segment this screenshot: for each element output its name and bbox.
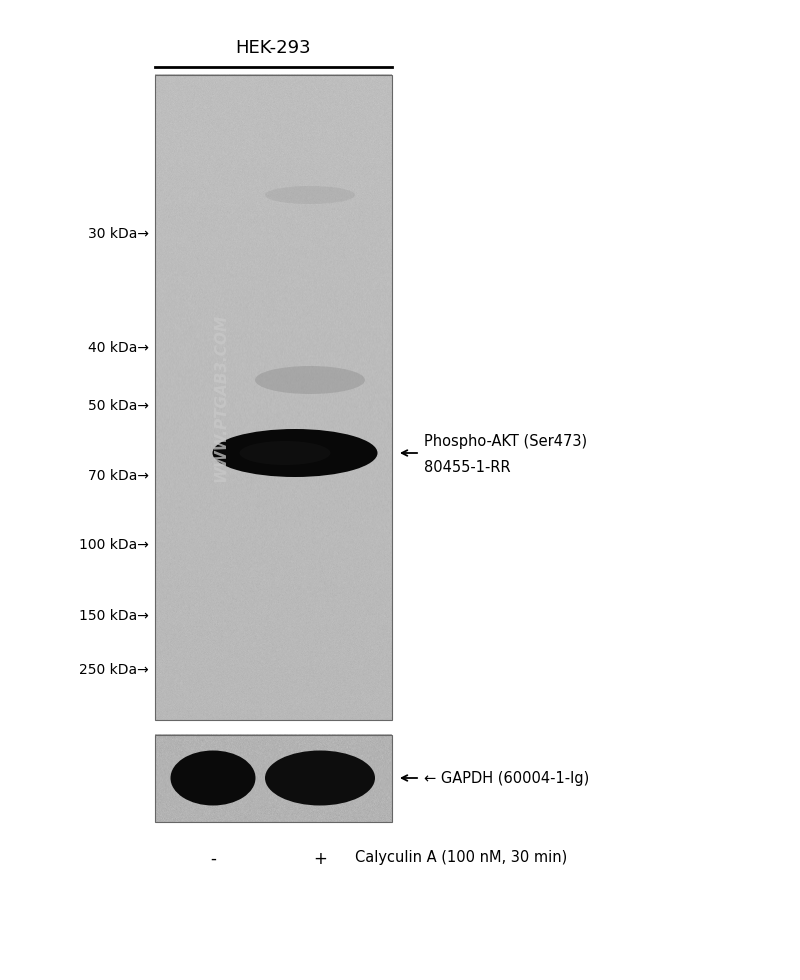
Text: HEK-293: HEK-293	[236, 39, 311, 57]
Ellipse shape	[213, 429, 378, 477]
Ellipse shape	[265, 751, 375, 806]
Ellipse shape	[255, 366, 365, 394]
Bar	[155, 75, 392, 720]
Text: -: -	[210, 850, 216, 868]
Text: 100 kDa→: 100 kDa→	[79, 538, 149, 552]
Text: WWW.PTGAB3.COM: WWW.PTGAB3.COM	[214, 314, 229, 481]
Ellipse shape	[265, 186, 355, 204]
Text: Calyculin A (100 nM, 30 min): Calyculin A (100 nM, 30 min)	[355, 850, 567, 865]
Text: 50 kDa→: 50 kDa→	[88, 399, 149, 413]
Text: ← GAPDH (60004-1-Ig): ← GAPDH (60004-1-Ig)	[424, 770, 590, 786]
Text: +: +	[313, 850, 327, 868]
Text: Phospho-AKT (Ser473): Phospho-AKT (Ser473)	[424, 433, 587, 449]
Text: 150 kDa→: 150 kDa→	[79, 609, 149, 622]
Text: 70 kDa→: 70 kDa→	[88, 469, 149, 483]
Ellipse shape	[240, 441, 330, 465]
Text: 40 kDa→: 40 kDa→	[88, 341, 149, 356]
Text: 80455-1-RR: 80455-1-RR	[424, 460, 510, 474]
Text: 30 kDa→: 30 kDa→	[88, 227, 149, 241]
Text: 250 kDa→: 250 kDa→	[79, 663, 149, 677]
Ellipse shape	[170, 751, 255, 806]
Bar	[155, 735, 392, 822]
